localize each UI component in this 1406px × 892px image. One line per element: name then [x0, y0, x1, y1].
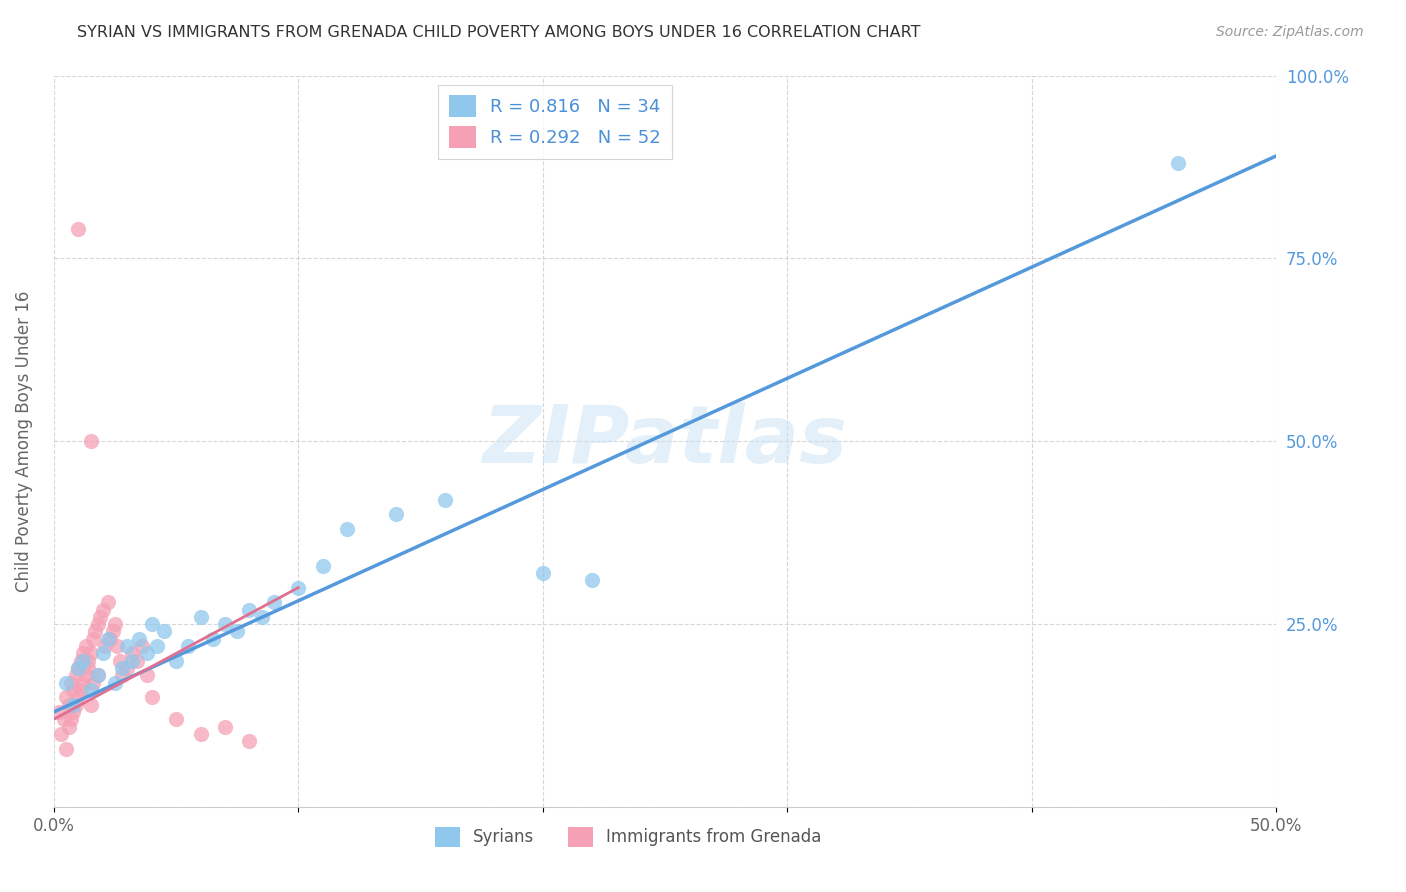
Point — [87, 617, 110, 632]
Point — [128, 632, 150, 646]
Point — [165, 654, 187, 668]
Point — [72, 675, 94, 690]
Point — [121, 647, 143, 661]
Text: SYRIAN VS IMMIGRANTS FROM GRENADA CHILD POVERTY AMONG BOYS UNDER 16 CORRELATION : SYRIAN VS IMMIGRANTS FROM GRENADA CHILD … — [77, 25, 921, 40]
Point — [131, 639, 153, 653]
Point — [145, 639, 167, 653]
Point — [153, 624, 176, 639]
Point — [91, 602, 114, 616]
Point — [48, 705, 70, 719]
Point — [52, 712, 75, 726]
Point — [97, 595, 120, 609]
Point — [72, 647, 94, 661]
Point — [141, 617, 163, 632]
Point — [111, 668, 134, 682]
Point — [385, 508, 408, 522]
Point — [115, 661, 138, 675]
Point — [135, 647, 157, 661]
Point — [214, 720, 236, 734]
Point — [97, 632, 120, 646]
Point — [105, 639, 128, 653]
Point — [67, 222, 90, 236]
Point — [104, 675, 127, 690]
Point — [58, 720, 80, 734]
Point — [82, 675, 104, 690]
Point — [77, 661, 100, 675]
Point — [51, 727, 73, 741]
Point — [67, 661, 90, 675]
Point — [75, 668, 97, 682]
Point — [115, 639, 138, 653]
Point — [1167, 156, 1189, 170]
Point — [101, 624, 124, 639]
Point — [238, 734, 260, 748]
Point — [82, 632, 104, 646]
Point — [190, 610, 212, 624]
Point — [67, 661, 90, 675]
Point — [104, 617, 127, 632]
Point — [79, 647, 101, 661]
Text: Source: ZipAtlas.com: Source: ZipAtlas.com — [1216, 25, 1364, 39]
Y-axis label: Child Poverty Among Boys Under 16: Child Poverty Among Boys Under 16 — [15, 291, 32, 592]
Point — [177, 639, 200, 653]
Point — [287, 581, 309, 595]
Point — [125, 654, 148, 668]
Point — [59, 712, 82, 726]
Point — [58, 698, 80, 712]
Point — [55, 675, 77, 690]
Point — [238, 602, 260, 616]
Point — [87, 668, 110, 682]
Point — [165, 712, 187, 726]
Point — [67, 690, 90, 705]
Point — [75, 639, 97, 653]
Point — [336, 522, 359, 536]
Point — [55, 690, 77, 705]
Point — [581, 574, 603, 588]
Point — [87, 668, 110, 682]
Point — [94, 639, 117, 653]
Point — [201, 632, 224, 646]
Point — [141, 690, 163, 705]
Point — [91, 647, 114, 661]
Point — [121, 654, 143, 668]
Point — [62, 698, 84, 712]
Point — [433, 492, 456, 507]
Point — [69, 654, 91, 668]
Point — [79, 698, 101, 712]
Point — [79, 434, 101, 449]
Point — [79, 683, 101, 698]
Point — [77, 654, 100, 668]
Point — [531, 566, 554, 580]
Point — [263, 595, 285, 609]
Point — [190, 727, 212, 741]
Point — [84, 624, 107, 639]
Point — [111, 661, 134, 675]
Point — [214, 617, 236, 632]
Point — [98, 632, 121, 646]
Point — [135, 668, 157, 682]
Point — [312, 558, 335, 573]
Point — [72, 654, 94, 668]
Legend: Syrians, Immigrants from Grenada: Syrians, Immigrants from Grenada — [429, 820, 828, 854]
Point — [89, 610, 111, 624]
Point — [69, 683, 91, 698]
Point — [62, 705, 84, 719]
Point — [65, 698, 87, 712]
Text: ZIPatlas: ZIPatlas — [482, 402, 848, 480]
Point — [62, 683, 84, 698]
Point — [108, 654, 131, 668]
Point — [65, 668, 87, 682]
Point — [59, 675, 82, 690]
Point — [55, 741, 77, 756]
Point — [226, 624, 249, 639]
Point — [250, 610, 273, 624]
